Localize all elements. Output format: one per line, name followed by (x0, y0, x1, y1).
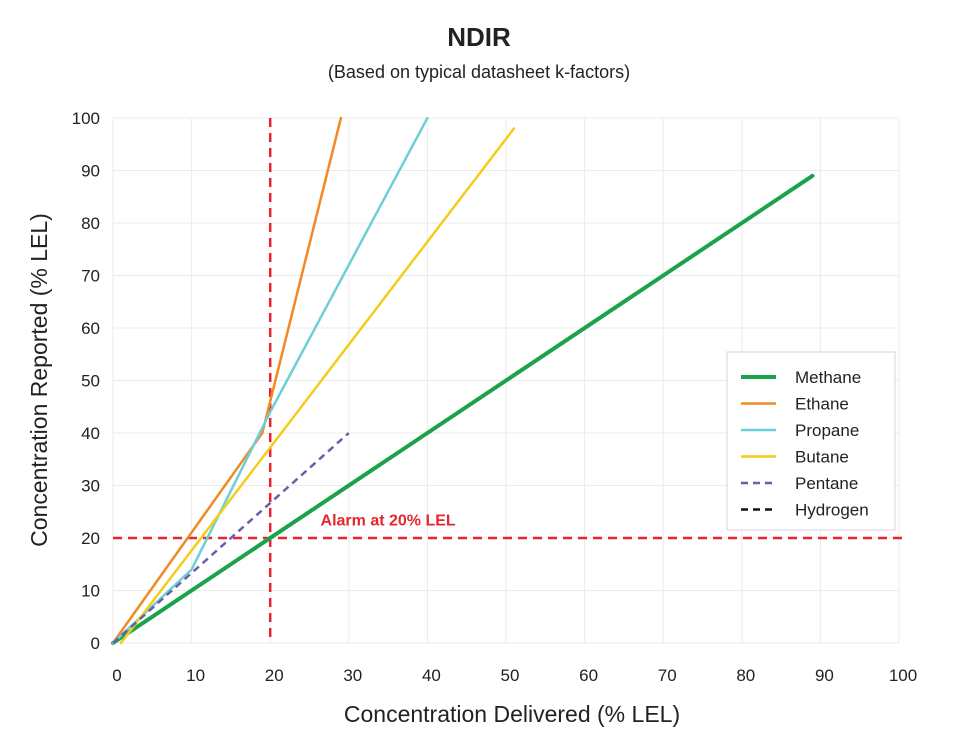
x-tick-label-0: 0 (112, 666, 121, 685)
x-tick-label-5: 50 (501, 666, 520, 685)
x-tick-label-1: 10 (186, 666, 205, 685)
legend-box (726, 351, 896, 531)
series-lines (111, 116, 815, 645)
series-ethane (111, 116, 343, 645)
reference-lines (113, 118, 902, 643)
legend-label-pentane: Pentane (795, 474, 858, 493)
legend: Methane Ethane Propane Butane Pentane Hydroge… (726, 351, 896, 531)
y-tick-label-5: 50 (81, 372, 100, 391)
series-propane (111, 116, 429, 645)
legend-label-ethane: Ethane (795, 395, 849, 414)
y-tick-label-10: 100 (72, 109, 100, 128)
tick-labels: 0 10 20 30 40 50 60 70 80 90 100 0 10 20 30 40 50 60 70 80 9… (72, 109, 918, 685)
y-tick-label-8: 80 (81, 214, 100, 233)
series-methane (111, 173, 815, 645)
x-tick-label-4: 40 (422, 666, 441, 685)
legend-label-methane: Methane (795, 368, 861, 387)
y-tick-label-3: 30 (81, 477, 100, 496)
y-axis-label: Concentration Reported (% LEL) (26, 213, 52, 547)
x-tick-label-9: 90 (815, 666, 834, 685)
x-axis-label: Concentration Delivered (% LEL) (344, 701, 680, 727)
x-tick-label-10: 100 (889, 666, 917, 685)
y-tick-label-7: 70 (81, 267, 100, 286)
series-butane (119, 127, 516, 645)
alarm-annotation: Alarm at 20% LEL (321, 513, 456, 530)
x-tick-label-2: 20 (265, 666, 284, 685)
y-tick-label-1: 10 (81, 582, 100, 601)
chart-subtitle: (Based on typical datasheet k-factors) (328, 62, 630, 82)
series-pentane (112, 432, 350, 644)
chart-title: NDIR (447, 22, 511, 52)
x-tick-label-6: 60 (579, 666, 598, 685)
legend-label-hydrogen: Hydrogen (795, 501, 869, 520)
legend-label-butane: Butane (795, 448, 849, 467)
y-tick-label-2: 20 (81, 529, 100, 548)
annotations: Alarm at 20% LEL (321, 513, 456, 530)
legend-label-propane: Propane (795, 421, 859, 440)
y-tick-label-0: 0 (91, 634, 100, 653)
y-tick-label-4: 40 (81, 424, 100, 443)
y-tick-label-6: 60 (81, 319, 100, 338)
y-tick-label-9: 90 (81, 162, 100, 181)
x-tick-label-3: 30 (343, 666, 362, 685)
x-tick-label-8: 80 (736, 666, 755, 685)
x-tick-label-7: 70 (658, 666, 677, 685)
